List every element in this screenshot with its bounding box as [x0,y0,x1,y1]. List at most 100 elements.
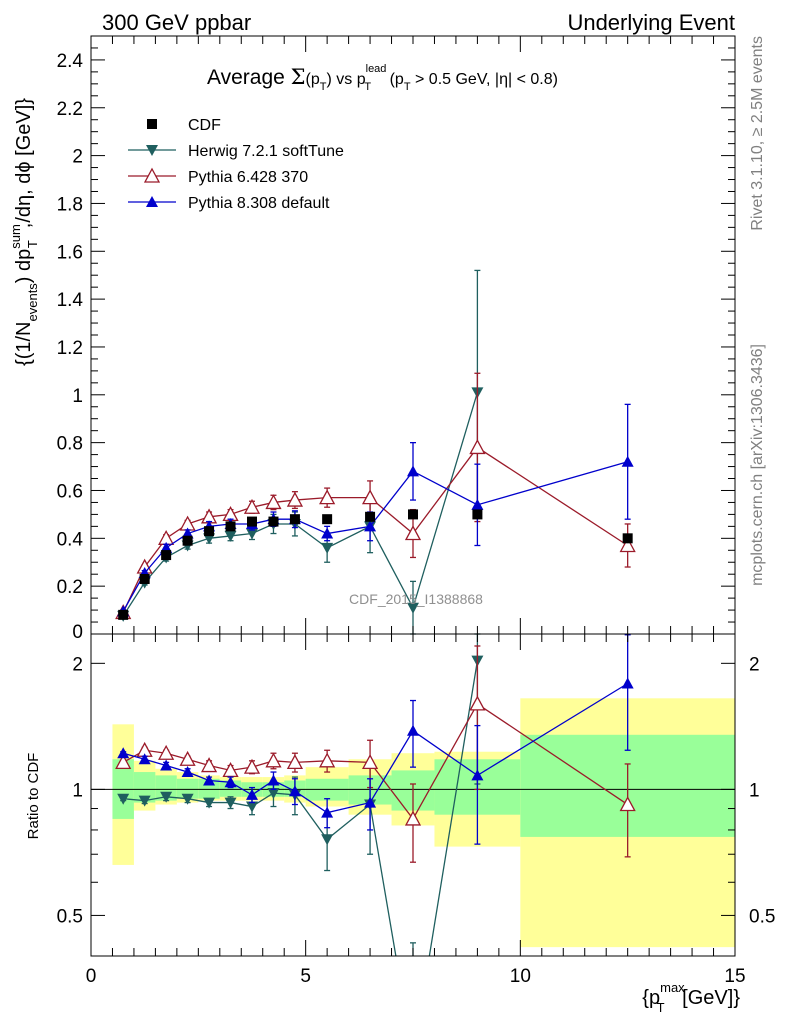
y-tick-label: 1.6 [57,242,83,263]
header-left-label: 300 GeV ppbar [102,10,251,35]
x-tick-label: 0 [86,966,97,987]
ratio-tick-label-right: 2 [749,654,760,675]
legend-marker [143,167,161,183]
data-point [268,516,279,527]
legend-marker [146,196,158,207]
y-tick-label: 1.2 [57,338,83,359]
ratio-data-point [203,797,216,809]
legend-item: CDF [147,117,221,134]
ratio-data-point [158,744,175,760]
ratio-data-point [319,752,336,768]
series-herwig-7-2-1-softtune [117,269,484,635]
legend-item: Pythia 6.428 370 [128,167,308,186]
legend-label: Herwig 7.2.1 softTune [188,143,344,160]
main-plot-content [115,269,636,635]
ratio-data-point [321,806,334,818]
legend-item: Herwig 7.2.1 softTune [128,143,344,160]
data-point [246,528,258,540]
y-tick-label: 1 [72,386,83,407]
ratio-data-point [224,776,237,788]
series-pythia-6-428-370 [115,372,636,620]
y-tick-label: 0.2 [57,577,83,598]
ratio-tick-label-right: 0.5 [749,906,775,927]
data-point [365,511,376,522]
y-tick-label: 2 [72,147,83,168]
x-tick-label: 5 [300,966,311,987]
data-point [289,514,300,525]
data-point [361,489,379,505]
data-point [204,526,215,537]
ratio-data-point [179,750,196,766]
legend-label: Pythia 8.308 default [188,195,330,212]
ratio-tick-label: 2 [72,654,83,675]
ratio-series-pythia-6-428-370 [115,645,636,863]
data-point [321,542,334,554]
data-point [247,516,257,527]
data-point [322,514,333,525]
data-point [408,509,418,520]
mcplots-label: mcplots.cern.ch [arXiv:1306.3436] [749,344,766,586]
ratio-plot-content [115,633,636,956]
ratio-band-inner [219,780,242,797]
legend-item: Pythia 8.308 default [128,195,330,212]
ratio-data-point [200,757,218,773]
legend-marker [147,119,157,129]
data-point [621,455,634,467]
data-point [118,609,129,620]
ratio-data-point [407,724,419,736]
ratio-data-point [138,795,151,807]
series-pythia-8-308-default [117,403,634,617]
legend-label: Pythia 6.428 370 [188,169,308,186]
ratio-data-point [267,774,280,786]
legend-label: CDF [188,117,221,134]
data-point [471,498,484,510]
y-tick-label: 2.2 [57,99,83,120]
ratio-y-axis-label: Ratio to CDF [25,753,42,840]
ratio-data-point [246,788,258,800]
analysis-watermark: CDF_2015_I1388868 [349,591,483,607]
ratio-data-point [286,754,304,770]
ratio-data-point [364,796,377,808]
data-point [265,494,282,510]
ratio-data-point [115,754,132,770]
ratio-data-point [224,797,237,809]
series-line [122,446,629,613]
ratio-data-point [181,766,194,778]
y-tick-label: 0 [72,622,83,643]
ratio-data-point [404,810,422,826]
data-point [243,498,261,514]
ratio-data-point [117,747,130,759]
ratio-data-point [246,801,258,813]
ratio-tick-label-right: 1 [749,780,760,801]
ratio-data-point [181,793,194,805]
series-line [122,461,628,612]
data-point [319,489,336,505]
data-point [622,533,633,544]
x-tick-label: 10 [510,966,531,987]
ratio-data-point [361,754,379,770]
ratio-data-point [160,791,173,803]
x-axis-label: {pmax T [GeV]} [642,980,740,1015]
ratio-data-point [243,758,261,774]
data-point [619,537,636,553]
y-axis-label: {(1/Nevents) dpsum T,/dη, dϕ [GeV]} [8,98,40,366]
data-point [364,520,377,532]
ratio-data-point [471,769,484,781]
ratio-data-point [267,788,280,800]
x-tick-label: 15 [724,966,745,987]
data-point [407,602,419,614]
data-point [286,491,304,507]
ratio-data-point [288,785,301,797]
ratio-data-point [160,759,173,771]
ratio-tick-label: 1 [72,780,83,801]
y-tick-label: 1.8 [57,194,83,215]
ratio-band-inner [155,775,177,801]
y-tick-label: 0.4 [57,529,84,550]
series-cdf [118,509,633,620]
ratio-data-point [621,677,634,689]
data-point [224,530,237,542]
data-point [407,465,419,477]
ratio-data-point [619,796,636,812]
data-point [472,509,483,520]
ratio-band-inner [198,778,220,799]
